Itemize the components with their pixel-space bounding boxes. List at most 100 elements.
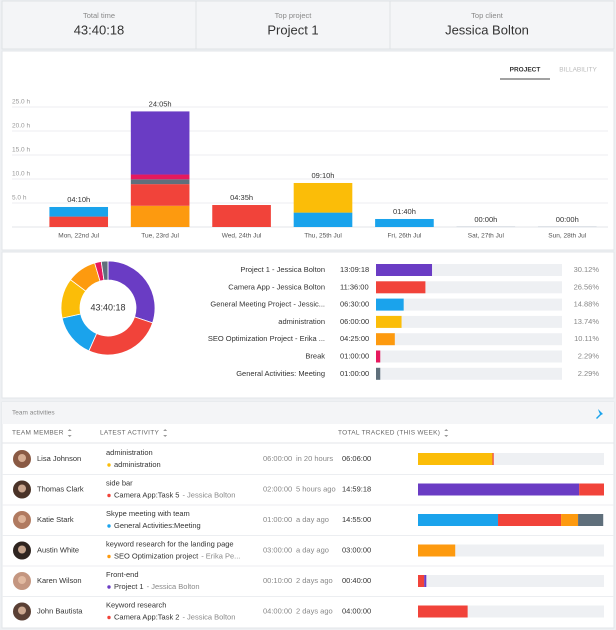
avatar-face (18, 576, 26, 584)
tracked-total: 03:00:00 (342, 545, 371, 554)
project-dot (107, 524, 111, 528)
tab[interactable]: PROJECT (510, 67, 541, 74)
summary-value: 43:40:18 (74, 22, 125, 37)
sort-icon[interactable] (163, 429, 168, 437)
activity-when: 2 days ago (296, 606, 333, 615)
activity-client: - Jessica Bolton (182, 490, 235, 499)
pin-icon[interactable] (596, 409, 603, 419)
tracked-total: 14:55:00 (342, 515, 371, 524)
tab[interactable]: BILLABILITY (559, 67, 597, 74)
activity-project: Project 1 (114, 582, 144, 591)
column-header[interactable]: LATEST ACTIVITY (100, 430, 160, 437)
tracked-total: 00:40:00 (342, 576, 371, 585)
member-name[interactable]: Katie Stark (37, 515, 74, 524)
activity-client: - Jessica Bolton (147, 582, 200, 591)
bar-total-label: 24:05h (149, 99, 172, 108)
bar-segment (130, 184, 190, 206)
share-label: 13.74% (574, 317, 600, 326)
tracked-segment (561, 514, 579, 526)
x-tick-label: Thu, 25th Jul (304, 233, 342, 240)
column-header[interactable]: TOTAL TRACKED (THIS WEEK) (338, 430, 440, 437)
bar-total-label: 04:10h (67, 195, 90, 204)
bar-total-label: 01:40h (393, 207, 416, 216)
tracked-total: 04:00:00 (342, 606, 371, 615)
team-title: Team activities (12, 410, 55, 417)
activity-client: - Jessica Bolton (182, 612, 235, 621)
activity-duration: 01:00:00 (263, 515, 292, 524)
bar-segment (212, 205, 271, 227)
tracked-segment (578, 514, 604, 526)
x-tick-label: Wed, 24th Jul (222, 233, 262, 240)
tracked-total: 14:59:18 (342, 484, 371, 493)
tracked-segment (418, 605, 468, 618)
y-tick-label: 25.0 h (12, 99, 30, 106)
tracked-segment (492, 453, 494, 465)
project-time: 01:00:00 (340, 351, 369, 360)
project-name: General Meeting Project - Jessic... (210, 300, 325, 309)
tracked-total: 06:06:00 (342, 454, 371, 463)
bar-segment (293, 182, 353, 213)
summary-label: Total time (83, 11, 115, 20)
column-header[interactable]: TEAM MEMBER (12, 430, 64, 437)
bar-segment (130, 174, 190, 180)
activity-project: Camera App:Task 2 (114, 612, 179, 621)
x-tick-label: Fri, 26th Jul (387, 233, 422, 240)
share-track (376, 333, 562, 346)
member-name[interactable]: Karen Wilson (37, 576, 82, 585)
activity: Keyword research (106, 600, 166, 609)
project-time: 04:25:00 (340, 334, 369, 343)
activity-when: a day ago (296, 545, 329, 554)
share-bar (376, 315, 402, 328)
share-track (376, 315, 562, 328)
project-name: Project 1 - Jessica Bolton (240, 265, 325, 274)
tracked-track (418, 575, 604, 587)
tracked-track (418, 544, 604, 557)
tracked-segment (424, 575, 427, 587)
project-name: administration (278, 317, 325, 326)
x-tick-label: Tue, 23rd Jul (141, 233, 179, 240)
bar-segment (375, 218, 434, 227)
activity-duration: 02:00:00 (263, 484, 292, 493)
member-name[interactable]: Austin White (37, 545, 79, 554)
project-name: Camera App - Jessica Bolton (228, 282, 325, 291)
x-tick-label: Sun, 28th Jul (548, 233, 586, 240)
bar-total-label: 00:00h (556, 215, 579, 224)
project-dot (107, 615, 111, 620)
share-label: 26.56% (574, 282, 600, 291)
y-tick-label: 20.0 h (12, 123, 30, 130)
bar-total-label: 00:00h (474, 215, 497, 224)
project-dot (107, 554, 111, 559)
tracked-segment (579, 483, 604, 496)
activity-project: General Activities:Meeting (114, 521, 201, 530)
x-tick-label: Mon, 22nd Jul (58, 233, 99, 240)
share-bar (376, 350, 381, 363)
tracked-segment (498, 514, 562, 526)
member-name[interactable]: John Bautista (37, 606, 83, 615)
avatar-face (18, 454, 26, 462)
sort-icon[interactable] (444, 429, 449, 437)
member-name[interactable]: Lisa Johnson (37, 454, 81, 463)
share-track (376, 350, 562, 363)
share-bar (376, 367, 381, 380)
summary-value: Jessica Bolton (445, 22, 529, 37)
avatar-face (18, 606, 26, 615)
donut-center: 43:40:18 (90, 302, 125, 312)
activity-duration: 00:10:00 (263, 576, 292, 585)
bar-total-label: 04:35h (230, 193, 253, 202)
share-track (376, 367, 562, 380)
activity: keyword research for the landing page (106, 539, 234, 548)
project-time: 06:30:00 (340, 300, 369, 309)
share-bar (376, 298, 404, 311)
member-name[interactable]: Thomas Clark (37, 484, 84, 493)
avatar-face (18, 484, 26, 493)
avatar-face (18, 515, 26, 523)
sort-icon[interactable] (67, 429, 72, 437)
share-bar (376, 264, 433, 276)
project-time: 13:09:18 (340, 265, 369, 274)
tracked-segment (418, 514, 499, 526)
share-bar (376, 281, 426, 294)
activity-when: 5 hours ago (296, 484, 336, 493)
activity: Skype meeting with team (106, 509, 190, 518)
summary-bar (1, 0, 615, 50)
activity-duration: 04:00:00 (263, 606, 292, 615)
